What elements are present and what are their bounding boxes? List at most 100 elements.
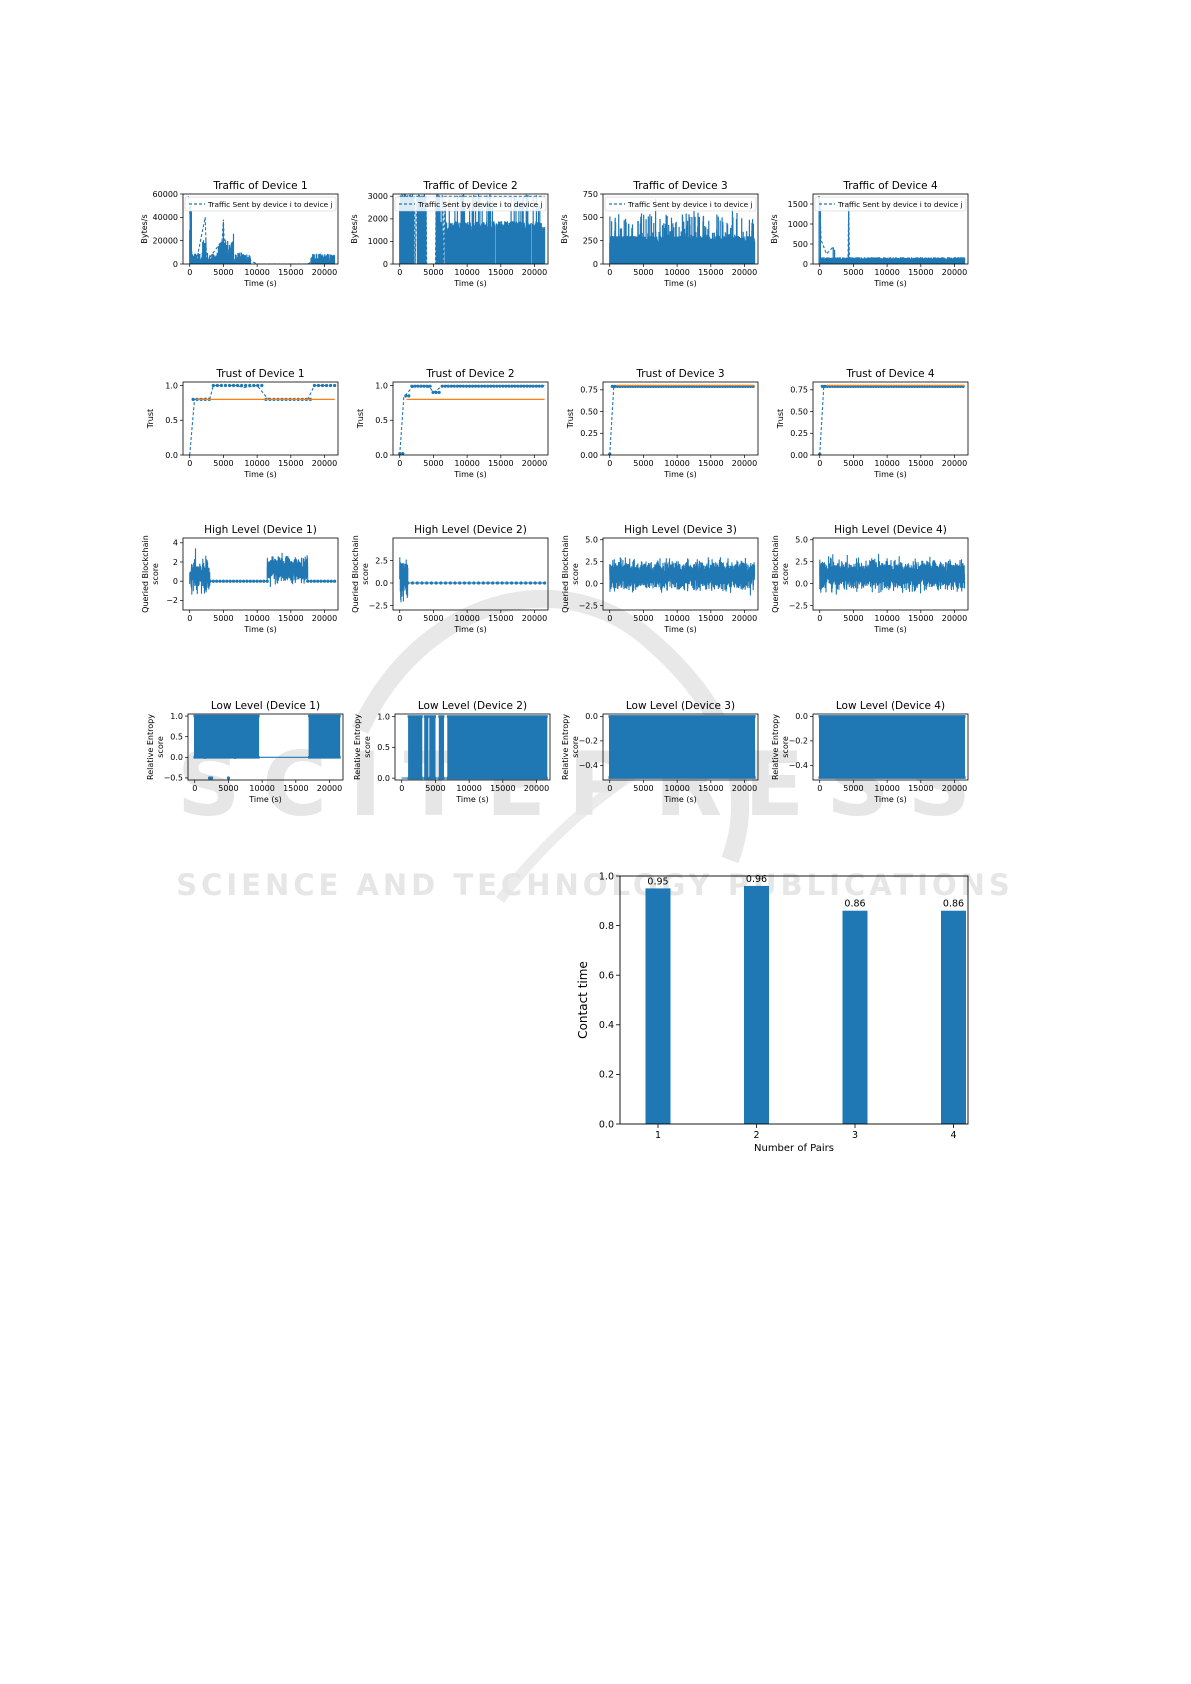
x-tick-label: 0 bbox=[187, 614, 192, 623]
x-tick-label: 10000 bbox=[244, 268, 269, 277]
y-tick-label: 0.00 bbox=[580, 451, 598, 460]
legend: Traffic Sent by device i to device j bbox=[184, 196, 337, 212]
y-tick-label: 0.0 bbox=[795, 712, 808, 721]
y-tick-label: 0 bbox=[593, 260, 598, 269]
series-point bbox=[219, 383, 224, 388]
series-point bbox=[215, 383, 219, 388]
panel-data bbox=[818, 715, 966, 779]
series-point bbox=[218, 579, 222, 583]
series-point bbox=[434, 390, 438, 395]
y-tick-label: 0.0 bbox=[375, 579, 388, 588]
legend-label: Traffic Sent by device i to device j bbox=[417, 200, 543, 209]
x-axis-label: Time (s) bbox=[455, 795, 489, 804]
y-tick-label: 0 bbox=[383, 260, 388, 269]
panel-title: Low Level (Device 2) bbox=[418, 700, 527, 712]
x-tick-label: 15000 bbox=[698, 268, 723, 277]
series-spikes bbox=[189, 205, 336, 264]
y-axis-label: Queried Blockchain bbox=[561, 535, 570, 613]
y-tick-label: 0.0 bbox=[795, 579, 808, 588]
bar-value-label: 0.86 bbox=[844, 899, 865, 910]
bar-3 bbox=[842, 910, 868, 1124]
x-tick-label: 10000 bbox=[664, 459, 689, 468]
y-axis-label: Trust bbox=[776, 409, 785, 429]
x-tick-label: 10000 bbox=[874, 268, 899, 277]
x-tick-label: 15000 bbox=[278, 614, 303, 623]
series-point bbox=[235, 383, 240, 388]
series-point bbox=[492, 384, 496, 388]
series-point bbox=[437, 390, 441, 395]
x-tick-label: 0 bbox=[187, 459, 192, 468]
series-point bbox=[428, 384, 432, 388]
series-point bbox=[470, 384, 475, 388]
x-tick-label: 15000 bbox=[278, 459, 303, 468]
panel-title: Traffic of Device 1 bbox=[212, 180, 307, 192]
panel-data bbox=[401, 715, 548, 780]
chart-frame bbox=[619, 875, 969, 1125]
bar-1 bbox=[645, 888, 671, 1124]
series-point bbox=[431, 390, 435, 395]
x-tick-label: 10000 bbox=[874, 459, 899, 468]
x-axis-label: Number of Pairs bbox=[754, 1143, 834, 1154]
series-point bbox=[324, 383, 329, 388]
x-tick-label: 20000 bbox=[942, 784, 967, 793]
y-tick-label: 2.5 bbox=[795, 558, 808, 567]
y-axis-label: Relative Entropy bbox=[771, 714, 780, 780]
x-tick-label: 5000 bbox=[633, 268, 653, 277]
panel-title: High Level (Device 4) bbox=[834, 524, 947, 536]
series-point bbox=[322, 579, 327, 583]
y-tick-label: 0 bbox=[173, 260, 178, 269]
x-axis-label: Time (s) bbox=[453, 279, 487, 288]
series-point bbox=[415, 581, 419, 585]
series-point bbox=[410, 384, 414, 388]
panel-frame bbox=[812, 193, 969, 265]
series-line bbox=[187, 196, 335, 264]
series-point bbox=[398, 452, 402, 455]
y-tick-label: 0.25 bbox=[580, 429, 598, 438]
series-point bbox=[227, 383, 232, 388]
y-tick-label: 0.5 bbox=[165, 416, 178, 425]
panel-title: Trust of Device 3 bbox=[635, 368, 724, 380]
series-point bbox=[238, 579, 242, 583]
series-point bbox=[467, 581, 471, 585]
panel-data bbox=[817, 195, 966, 264]
panel-title: Traffic of Device 2 bbox=[422, 180, 517, 192]
series-point bbox=[245, 579, 249, 583]
y-tick-label: −0.2 bbox=[789, 737, 808, 746]
x-tick-label: 3 bbox=[852, 1130, 858, 1141]
panel-frame bbox=[602, 193, 759, 265]
panel-high-2: High Level (Device 2) −2.5 0.0 2.5 0 5000 1000… bbox=[351, 524, 549, 634]
y-tick-label: 1.0 bbox=[170, 712, 183, 721]
series-point bbox=[489, 384, 493, 388]
x-tick-label: 20000 bbox=[942, 268, 967, 277]
series-point bbox=[256, 383, 260, 388]
series-line bbox=[817, 195, 965, 262]
series-point bbox=[225, 579, 229, 583]
bar-value-label: 0.86 bbox=[943, 899, 964, 910]
panel-frame bbox=[182, 537, 339, 611]
x-tick-label: 5000 bbox=[843, 614, 863, 623]
series-point bbox=[533, 581, 537, 585]
x-axis-label: Time (s) bbox=[663, 625, 697, 634]
y-axis-label: Queried Blockchain bbox=[141, 535, 150, 613]
series-point bbox=[476, 384, 481, 388]
watermark-line2: SCIENCE AND TECHNOLOGY PUBLICATIONS bbox=[176, 868, 1014, 902]
series-point bbox=[467, 384, 472, 388]
series-point bbox=[203, 755, 207, 759]
x-tick-label: 10000 bbox=[664, 268, 689, 277]
panel-title: Low Level (Device 4) bbox=[836, 700, 945, 712]
x-tick-label: 15000 bbox=[490, 784, 515, 793]
series-line bbox=[189, 548, 335, 595]
series-point bbox=[401, 452, 405, 455]
x-tick-label: 20000 bbox=[312, 459, 337, 468]
y-tick-label: 5.0 bbox=[795, 536, 808, 545]
y-axis-label: Relative Entropy bbox=[353, 714, 362, 780]
series-point bbox=[486, 384, 490, 388]
series-point bbox=[818, 452, 822, 455]
x-tick-label: 0 bbox=[397, 614, 402, 623]
x-tick-label: 5000 bbox=[218, 784, 238, 793]
panel-data bbox=[189, 383, 337, 455]
series-point bbox=[306, 579, 310, 583]
series-point bbox=[226, 776, 231, 780]
y-tick-label: 3000 bbox=[368, 192, 388, 201]
x-tick-label: 0 bbox=[607, 614, 612, 623]
